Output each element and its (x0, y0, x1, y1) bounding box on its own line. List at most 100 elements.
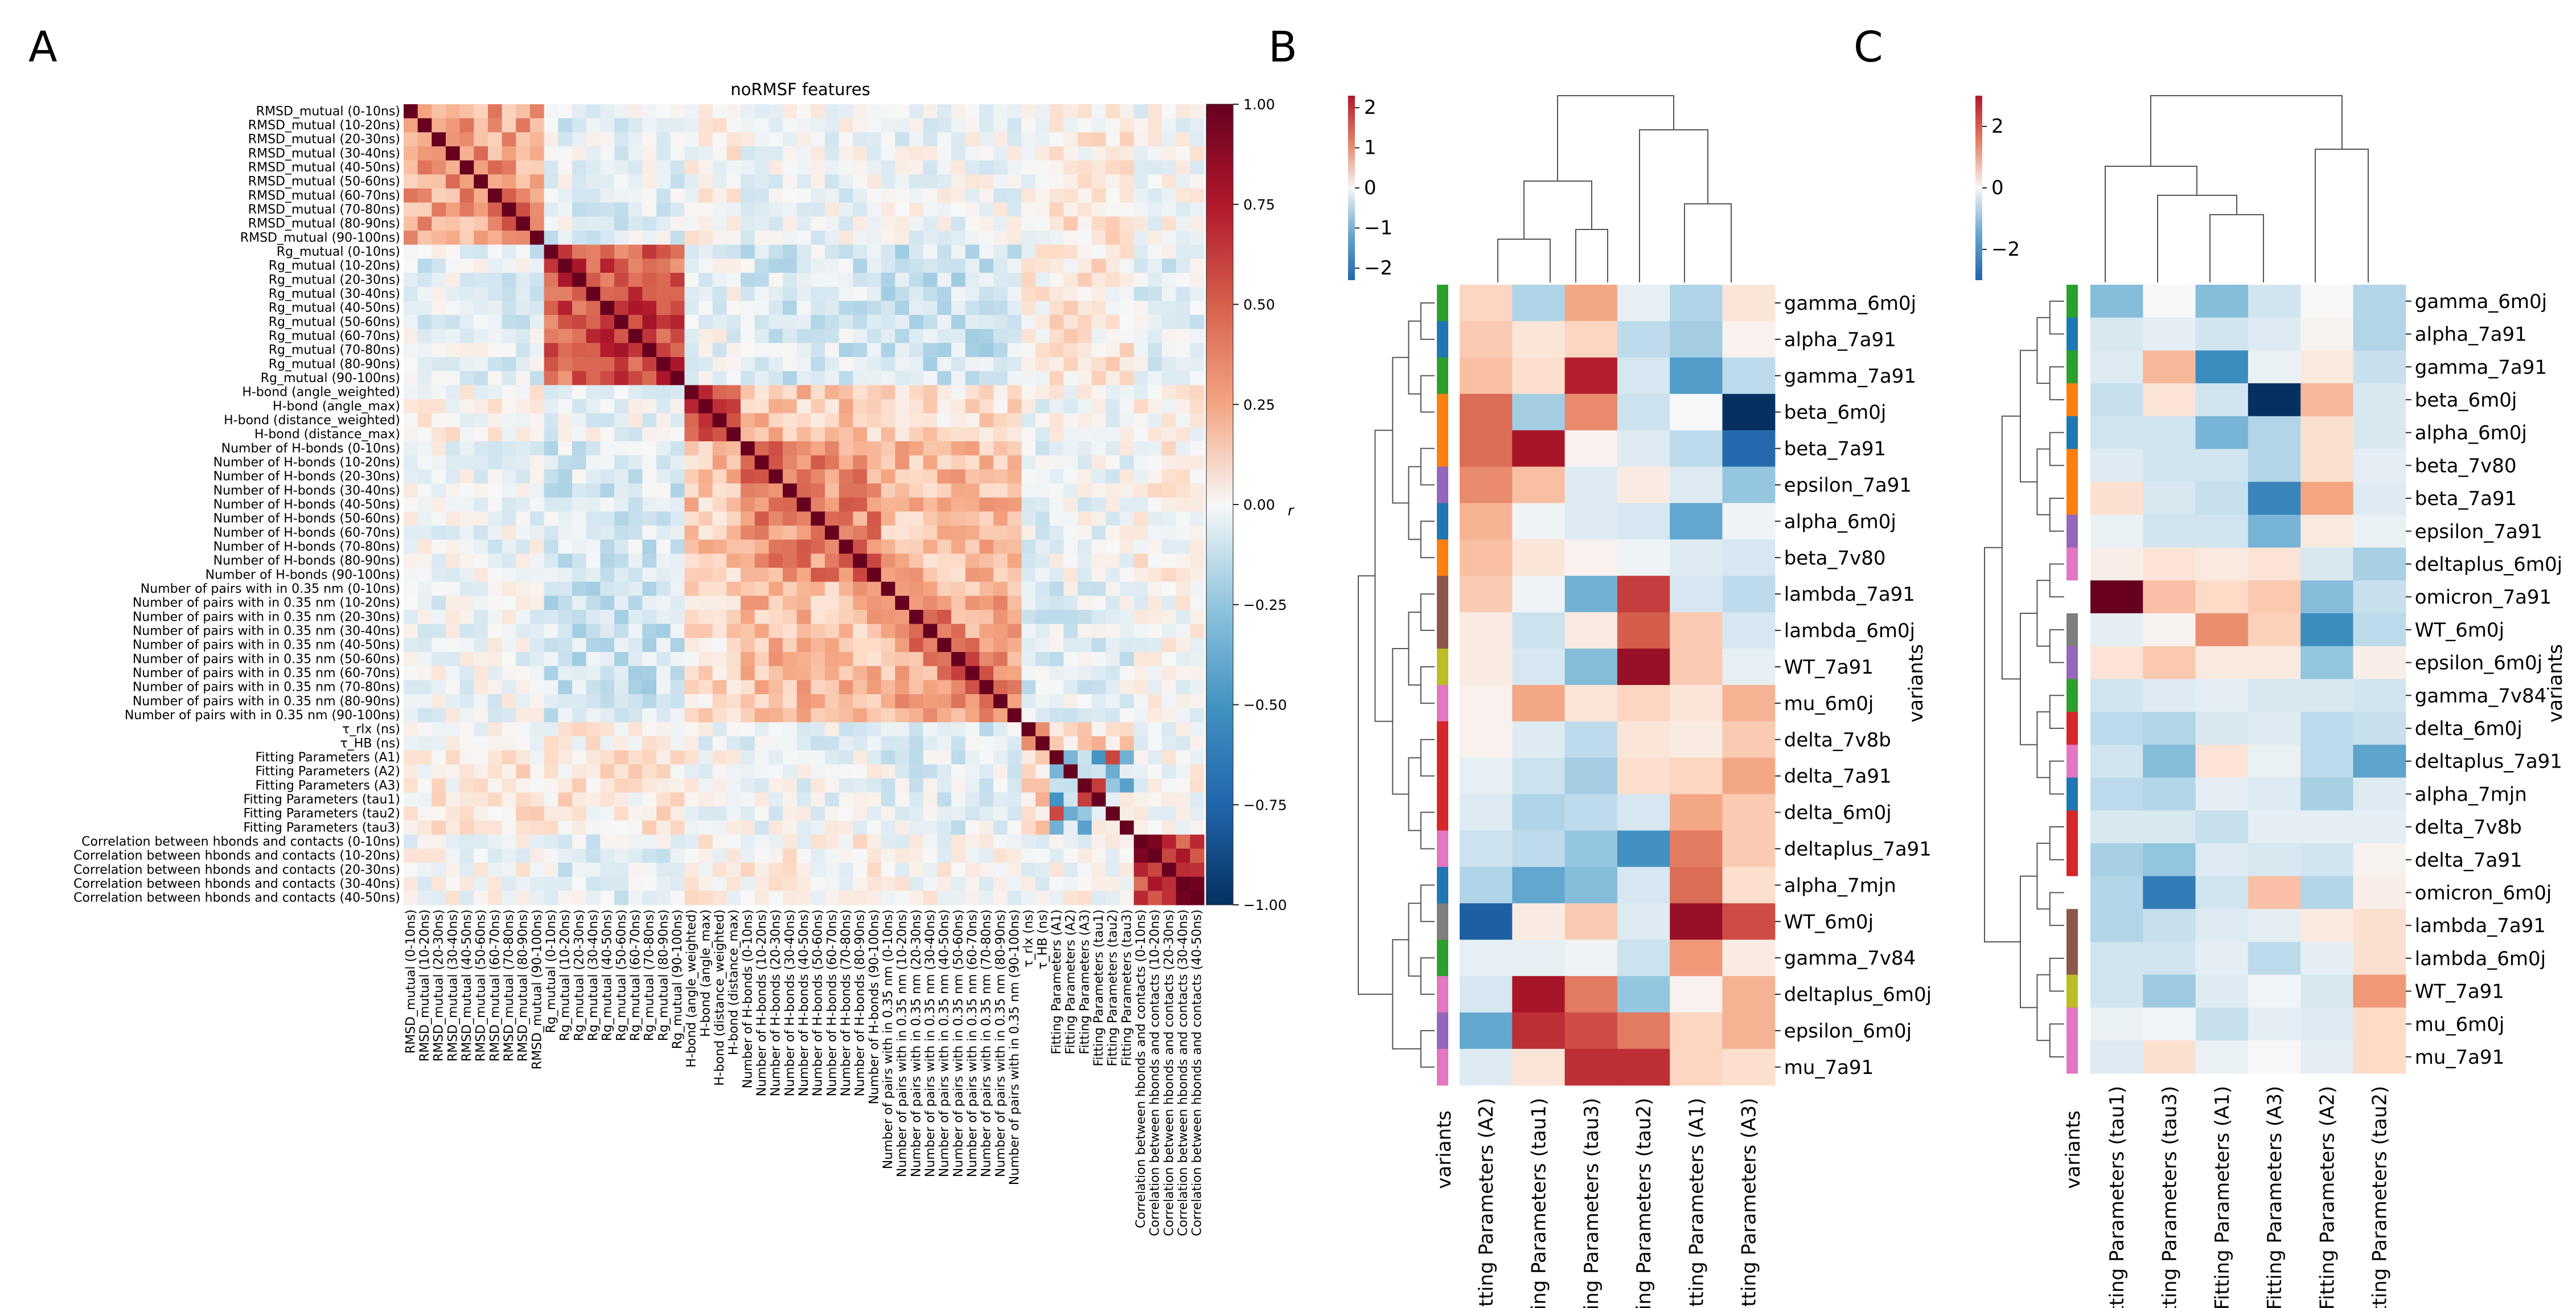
panel-a-cell (684, 624, 699, 638)
panel-a-cell (783, 624, 798, 638)
panel-a-cell (417, 511, 432, 526)
panel-a-cell (867, 413, 882, 428)
panel-a-cell (783, 638, 798, 653)
panel-a-cell (642, 680, 657, 695)
panel-a-cell (432, 174, 446, 189)
panel-b-row-labels: gamma_6m0jalpha_7a91gamma_7a91beta_6m0jb… (1774, 292, 1932, 1079)
panel-a-cell (1148, 764, 1162, 779)
panel-a-cell (1078, 231, 1092, 245)
panel-a-cell (965, 638, 980, 653)
panel-b-cell (1670, 393, 1723, 431)
panel-a-cell (1106, 708, 1120, 723)
panel-a-cell (965, 848, 980, 863)
panel-a-cell (783, 708, 798, 723)
panel-a-cell (979, 427, 994, 442)
panel-a-cell (881, 638, 895, 653)
panel-a-cell (516, 231, 531, 245)
panel-a-cell (811, 244, 825, 259)
panel-a-cell (404, 483, 418, 498)
panel-c-cell (2090, 712, 2143, 745)
panel-a-cell (474, 736, 488, 751)
panel-a-cell (502, 581, 516, 596)
panel-a-cell (754, 821, 769, 835)
panel-a-cell (417, 385, 432, 400)
panel-a-colorbar-tick-label: 0.00 (1243, 497, 1275, 513)
panel-a-cell (853, 511, 868, 526)
panel-a-cell (642, 357, 657, 372)
panel-a-cell (586, 610, 601, 625)
panel-a-cell (642, 329, 657, 343)
panel-a-cell (586, 357, 601, 372)
panel-a-cell (459, 483, 474, 498)
panel-a-cell (825, 652, 840, 667)
panel-a-cell (1021, 427, 1036, 442)
panel-a-cell (951, 427, 966, 442)
panel-c-cell (2353, 942, 2406, 975)
panel-a-cell (586, 891, 601, 905)
panel-a-cell (825, 244, 840, 259)
panel-a-cell (1148, 806, 1162, 821)
panel-a-cell (1106, 286, 1120, 301)
panel-a-cell (459, 357, 474, 372)
panel-a-cell (670, 778, 685, 793)
panel-a-cell (600, 750, 615, 765)
panel-a-cell (1176, 244, 1190, 259)
panel-a-cell (965, 455, 980, 470)
panel-a-column-label: RMSD_mutual (0-10ns) (404, 909, 418, 1053)
panel-a-cell (895, 568, 910, 583)
panel-a-cell (1133, 750, 1148, 765)
panel-a-cell (1078, 821, 1092, 835)
panel-b-cell (1512, 830, 1566, 867)
panel-a-cell (544, 385, 558, 400)
panel-a-cell (1120, 202, 1135, 217)
panel-a-cell (699, 876, 713, 891)
panel-a-cell (446, 244, 461, 259)
panel-c-cell (2195, 1007, 2249, 1041)
panel-a-cell (769, 357, 783, 372)
panel-b-cell (1617, 393, 1670, 431)
panel-a-cell (1162, 413, 1177, 428)
panel-a-column-label: Correlation between hbonds and contacts … (1148, 909, 1162, 1236)
panel-a-cell (1120, 160, 1135, 175)
panel-a-cell (642, 539, 657, 554)
panel-a-cell (1133, 160, 1148, 175)
panel-a-cell (881, 259, 895, 273)
panel-a-cell (1021, 539, 1036, 554)
panel-a-cell (600, 315, 615, 330)
panel-a-cell (572, 188, 587, 203)
panel-a-cell (1063, 694, 1078, 709)
panel-a-cell (796, 526, 811, 540)
panel-a-cell (979, 455, 994, 470)
panel-c-dendrogram-branch (2049, 300, 2064, 335)
panel-a-cell (909, 455, 924, 470)
panel-a-cell (614, 343, 629, 358)
panel-a-cell (993, 891, 1008, 905)
panel-a-cell (642, 371, 657, 386)
panel-a-cell (670, 708, 685, 723)
panel-a-cell (459, 146, 474, 161)
panel-a-cell (1176, 371, 1190, 386)
panel-a-cell (699, 652, 713, 667)
panel-a-cell (572, 427, 587, 442)
panel-a-cell (754, 174, 769, 189)
panel-a-column-label: τ_HB (ns) (1036, 909, 1050, 969)
panel-a-cell (516, 722, 531, 737)
panel-c-cell (2353, 1040, 2406, 1074)
panel-a-cell (586, 413, 601, 428)
panel-a-cell (853, 624, 868, 638)
panel-a-column-label: Rg_mutual (60-70ns) (628, 909, 643, 1041)
panel-b-cell (1564, 321, 1618, 358)
panel-b-cell (1617, 684, 1670, 722)
panel-a-cell (502, 863, 516, 878)
panel-a-cell (1063, 792, 1078, 807)
panel-a-cell (1190, 750, 1205, 765)
panel-a-cell (769, 315, 783, 330)
panel-a-cell (1133, 216, 1148, 231)
panel-a-cell (1120, 483, 1135, 498)
panel-a-cell (502, 231, 516, 245)
panel-a-cell (474, 301, 488, 315)
panel-a-cell (488, 427, 503, 442)
panel-a-column-label: Rg_mutual (20-30ns) (572, 909, 586, 1041)
panel-a-cell (684, 104, 699, 119)
panel-b-cell (1722, 940, 1776, 977)
